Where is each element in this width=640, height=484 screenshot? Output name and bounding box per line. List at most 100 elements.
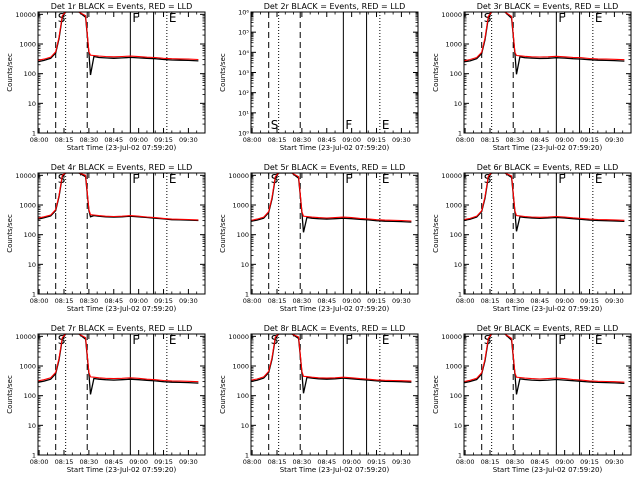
- y-tick-label: 100: [450, 392, 462, 400]
- y-tick-label: 100: [24, 392, 36, 400]
- x-tick-label: 08:00: [456, 458, 475, 466]
- x-axis-label: Start Time (23-Jul-02 07:59:20): [493, 466, 603, 474]
- marker-label: E: [595, 333, 603, 347]
- series-group: [38, 334, 199, 395]
- x-tick-label: 08:15: [55, 297, 74, 305]
- panel-det-4: Det 4r BLACK = Events, RED = LLD 1 10 100 10…: [6, 163, 206, 313]
- y-tick-label: 100: [237, 392, 249, 400]
- y-tick-label: 10: [454, 422, 462, 430]
- x-axis-label: Start Time (23-Jul-02 07:59:20): [67, 144, 177, 152]
- x-tick-label: 09:30: [392, 136, 411, 144]
- y-axis-label: Counts/sec: [6, 53, 14, 92]
- panel-title: Det 4r BLACK = Events, RED = LLD: [51, 163, 193, 172]
- marker-label: E: [595, 11, 603, 25]
- x-tick-label: 08:15: [268, 458, 287, 466]
- y-tick-label: 100: [450, 70, 462, 78]
- y-tick-label: 100: [450, 231, 462, 239]
- marker-label: F: [345, 172, 352, 186]
- x-tick-label: 08:45: [104, 297, 123, 305]
- panel-det-3: Det 3r BLACK = Events, RED = LLD 1 10 100 10…: [432, 2, 632, 152]
- y-tick-label: 10¹: [238, 109, 249, 117]
- x-tick-label: 08:15: [268, 136, 287, 144]
- panel-title: Det 2r BLACK = Events, RED = LLD: [264, 2, 406, 11]
- x-tick-label: 09:15: [154, 136, 173, 144]
- x-tick-label: 08:30: [506, 136, 525, 144]
- y-tick-label: 1: [458, 452, 462, 460]
- series-group: [464, 12, 625, 75]
- x-tick-label: 09:00: [129, 297, 148, 305]
- x-tick-label: 08:00: [30, 458, 49, 466]
- y-tick-label: 10: [28, 100, 36, 108]
- y-tick-label: 1: [458, 130, 462, 138]
- x-tick-label: 09:30: [179, 458, 198, 466]
- series-line-lld: [38, 173, 199, 221]
- marker-label: F: [132, 172, 139, 186]
- y-tick-label: 10000: [15, 11, 36, 19]
- series-group: [38, 173, 199, 222]
- panel-det-8: Det 8r BLACK = Events, RED = LLD 1 10 100 10…: [219, 324, 419, 474]
- y-tick-label: 1: [32, 291, 36, 299]
- plot-frame: [463, 333, 632, 456]
- marker-label: E: [382, 172, 390, 186]
- series-group: [251, 334, 412, 394]
- x-tick-label: 09:15: [580, 297, 599, 305]
- x-tick-label: 09:30: [179, 136, 198, 144]
- x-tick-label: 09:15: [580, 136, 599, 144]
- x-tick-label: 09:30: [605, 297, 624, 305]
- marker-label: F: [558, 172, 565, 186]
- x-tick-label: 09:00: [342, 458, 361, 466]
- y-axis-label: Counts/sec: [219, 53, 227, 92]
- x-tick-label: 09:30: [392, 458, 411, 466]
- plot-frame: [250, 172, 419, 295]
- series-line-lld: [464, 12, 625, 62]
- x-tick-label: 09:00: [555, 297, 574, 305]
- y-tick-label: 10000: [15, 172, 36, 180]
- marker-label: S: [271, 118, 279, 132]
- y-tick-label: 10: [241, 261, 249, 269]
- y-tick-label: 10000: [228, 172, 249, 180]
- y-tick-label: 1000: [19, 363, 36, 371]
- marker-label: F: [132, 333, 139, 347]
- series-group: [464, 173, 625, 232]
- y-tick-label: 10⁵: [238, 29, 249, 37]
- x-tick-label: 09:30: [179, 297, 198, 305]
- y-tick-label: 10²: [238, 89, 249, 97]
- x-tick-label: 08:15: [55, 458, 74, 466]
- x-axis-label: Start Time (23-Jul-02 07:59:20): [493, 144, 603, 152]
- x-tick-label: 09:00: [342, 136, 361, 144]
- y-axis-label: Counts/sec: [6, 214, 14, 253]
- x-tick-label: 09:15: [367, 136, 386, 144]
- plot-frame: [463, 172, 632, 295]
- x-tick-label: 08:45: [317, 136, 336, 144]
- y-axis-label: Counts/sec: [219, 214, 227, 253]
- x-tick-label: 08:45: [530, 136, 549, 144]
- y-axis-label: Counts/sec: [6, 375, 14, 414]
- panel-title: Det 1r BLACK = Events, RED = LLD: [51, 2, 193, 11]
- x-tick-label: 08:30: [506, 458, 525, 466]
- x-tick-label: 09:15: [367, 458, 386, 466]
- marker-label: F: [132, 11, 139, 25]
- y-tick-label: 10000: [441, 333, 462, 341]
- y-tick-label: 10: [28, 422, 36, 430]
- series-line-lld: [251, 334, 412, 382]
- panel-title: Det 5r BLACK = Events, RED = LLD: [264, 163, 406, 172]
- panel-title: Det 8r BLACK = Events, RED = LLD: [264, 324, 406, 333]
- series-group: [464, 334, 625, 395]
- x-tick-label: 08:30: [293, 297, 312, 305]
- x-tick-label: 08:30: [80, 458, 99, 466]
- series-group: [38, 12, 199, 76]
- x-tick-label: 08:15: [481, 458, 500, 466]
- panel-title: Det 7r BLACK = Events, RED = LLD: [51, 324, 193, 333]
- x-tick-label: 08:00: [456, 136, 475, 144]
- y-tick-label: 1: [32, 130, 36, 138]
- series-line-lld: [464, 334, 625, 383]
- y-tick-label: 10⁰: [238, 130, 249, 138]
- panel-title: Det 3r BLACK = Events, RED = LLD: [477, 2, 619, 11]
- panel-det-2: Det 2r BLACK = Events, RED = LLD 10⁰ 10¹ 10…: [219, 2, 419, 152]
- panel-det-7: Det 7r BLACK = Events, RED = LLD 1 10 100 10…: [6, 324, 206, 474]
- y-tick-label: 1000: [232, 363, 249, 371]
- x-tick-label: 09:15: [580, 458, 599, 466]
- x-axis-label: Start Time (23-Jul-02 07:59:20): [280, 144, 390, 152]
- y-tick-label: 100: [24, 231, 36, 239]
